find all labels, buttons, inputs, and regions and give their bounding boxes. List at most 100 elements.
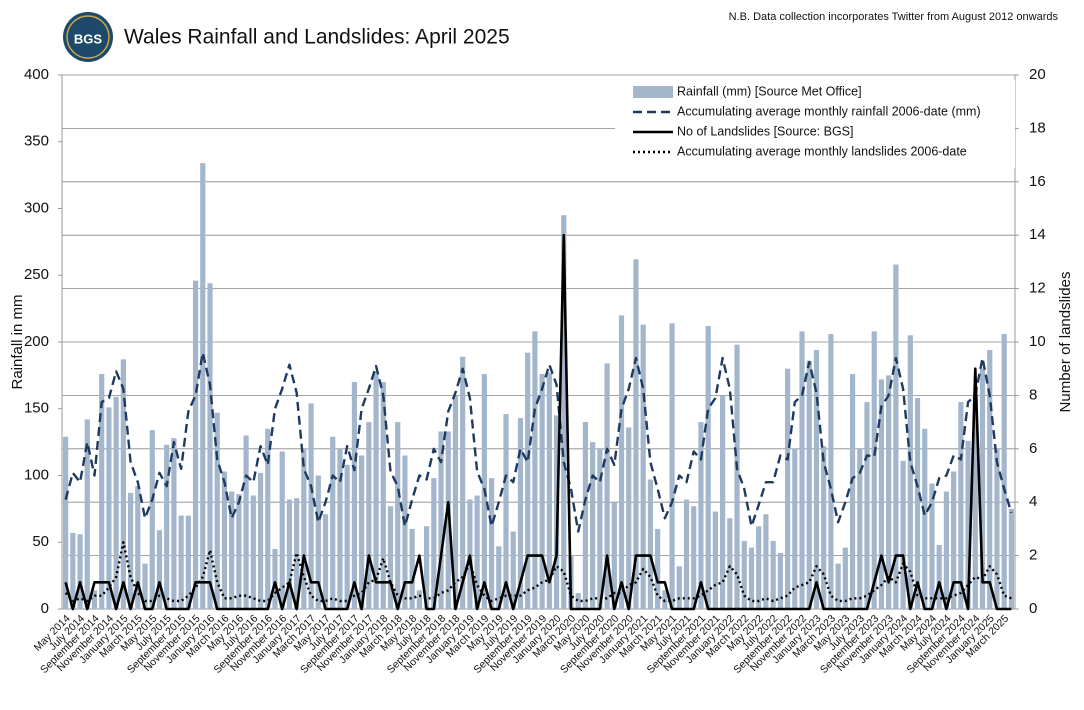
bar [337, 448, 343, 609]
bar [525, 352, 531, 609]
bar [257, 472, 264, 609]
bar [842, 547, 848, 609]
bar [705, 325, 711, 609]
bar [409, 528, 415, 609]
bar [987, 350, 993, 609]
bar [626, 427, 632, 609]
bar [712, 511, 718, 609]
y2-tick-label: 4 [1029, 493, 1037, 510]
bar [127, 492, 134, 609]
bar [488, 478, 495, 609]
bar [720, 395, 726, 609]
legend-label: No of Landslides [Source: BGS] [677, 124, 853, 138]
bar [799, 331, 805, 609]
bar [517, 418, 524, 609]
logo [63, 12, 113, 62]
bar [402, 455, 408, 609]
bar [503, 414, 509, 609]
bar [770, 540, 776, 609]
bar [763, 514, 769, 609]
bar [857, 448, 863, 609]
bar [84, 419, 90, 609]
bar [467, 499, 473, 609]
bar [322, 514, 329, 609]
legend-label: Rainfall (mm) [Source Met Office] [677, 84, 862, 98]
bar [546, 372, 552, 609]
bar [669, 323, 675, 609]
bar [1001, 333, 1007, 609]
bar [91, 590, 98, 609]
bar [120, 359, 126, 609]
bar [106, 407, 112, 609]
chart-title: Wales Rainfall and Landslides: April 202… [124, 26, 510, 49]
bar [1008, 508, 1014, 609]
bar [452, 395, 459, 609]
bar [575, 592, 581, 609]
y2-tick-label: 6 [1029, 440, 1037, 457]
line-series [64, 351, 1013, 533]
bar [359, 455, 365, 609]
bar [972, 395, 978, 609]
bar [590, 442, 596, 609]
y-tick-label: 250 [24, 266, 49, 283]
bar [63, 436, 69, 609]
bar [871, 331, 877, 609]
y-tick-label: 100 [24, 466, 49, 483]
y-tick-label: 300 [24, 199, 49, 216]
bar [351, 382, 357, 609]
bar [113, 396, 119, 609]
y-tick-label: 150 [24, 400, 49, 417]
bar [611, 502, 617, 609]
bar [741, 540, 747, 609]
y2-tick-label: 2 [1029, 547, 1037, 564]
bar [330, 436, 336, 609]
y-tick-label: 400 [24, 66, 49, 83]
bar [423, 526, 430, 609]
bar [539, 374, 545, 609]
bar [301, 448, 307, 609]
bar [164, 444, 170, 609]
bar [914, 398, 921, 609]
y-tick-label: 50 [32, 533, 49, 550]
bar [561, 215, 567, 610]
bar [135, 486, 141, 609]
bar [272, 548, 278, 609]
bar [900, 460, 906, 609]
bar [416, 590, 422, 609]
bar [698, 422, 704, 609]
line-series [64, 541, 1012, 603]
bar [994, 448, 1000, 609]
bar [279, 451, 285, 609]
bar [893, 264, 899, 609]
logo-text: BGS [74, 31, 103, 46]
bar [265, 428, 271, 609]
bar [286, 499, 293, 609]
bar [604, 363, 610, 609]
bar [727, 518, 733, 609]
bar [821, 446, 827, 609]
bar [496, 546, 502, 609]
bar [344, 464, 350, 609]
bar [943, 491, 950, 609]
bar [149, 430, 155, 609]
y2-tick-label: 16 [1029, 173, 1046, 190]
bar [474, 495, 480, 609]
line-series [64, 233, 1012, 611]
bar [99, 374, 105, 609]
bar [597, 448, 603, 609]
bar [633, 259, 639, 609]
bar [366, 422, 372, 609]
bar [683, 499, 690, 609]
y2-tick-label: 8 [1029, 386, 1037, 403]
bar [886, 375, 892, 609]
bar [979, 368, 986, 609]
bar [849, 374, 856, 609]
bar [142, 563, 148, 609]
bar [655, 528, 661, 609]
y2-tick-label: 20 [1029, 66, 1046, 83]
y2-tick-label: 0 [1029, 600, 1037, 617]
bar [813, 350, 820, 609]
note: N.B. Data collection incorporates Twitte… [729, 11, 1059, 23]
bar [777, 552, 783, 609]
bar [806, 360, 812, 609]
